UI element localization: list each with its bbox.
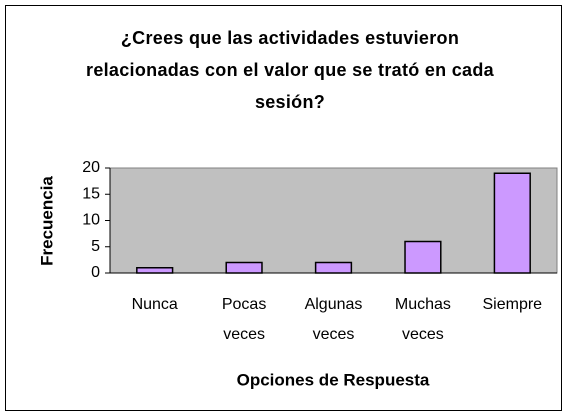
- y-axis-label: Frecuencia: [37, 176, 56, 266]
- bar: [136, 267, 174, 274]
- bar: [225, 261, 263, 274]
- x-tick-label: Nunca: [131, 296, 178, 313]
- y-tick-label: 0: [91, 264, 100, 281]
- y-tick-label: 5: [91, 238, 100, 255]
- bar: [493, 172, 531, 274]
- x-tick-label: Siempre: [482, 296, 543, 313]
- x-tick-label: Pocas veces: [221, 296, 267, 343]
- bar: [404, 240, 442, 274]
- plot-area: [109, 167, 558, 274]
- bar: [314, 261, 353, 274]
- y-tick-label: 15: [82, 185, 100, 202]
- chart-title: ¿Crees que las actividades estuvieron re…: [86, 28, 494, 112]
- y-tick-label: 10: [82, 212, 100, 229]
- x-axis-label: Opciones de Respuesta: [237, 370, 430, 389]
- x-tick-label: Muchas veces: [394, 296, 451, 343]
- y-tick-label: 20: [82, 159, 100, 176]
- x-tick-label: Algunas veces: [304, 296, 363, 343]
